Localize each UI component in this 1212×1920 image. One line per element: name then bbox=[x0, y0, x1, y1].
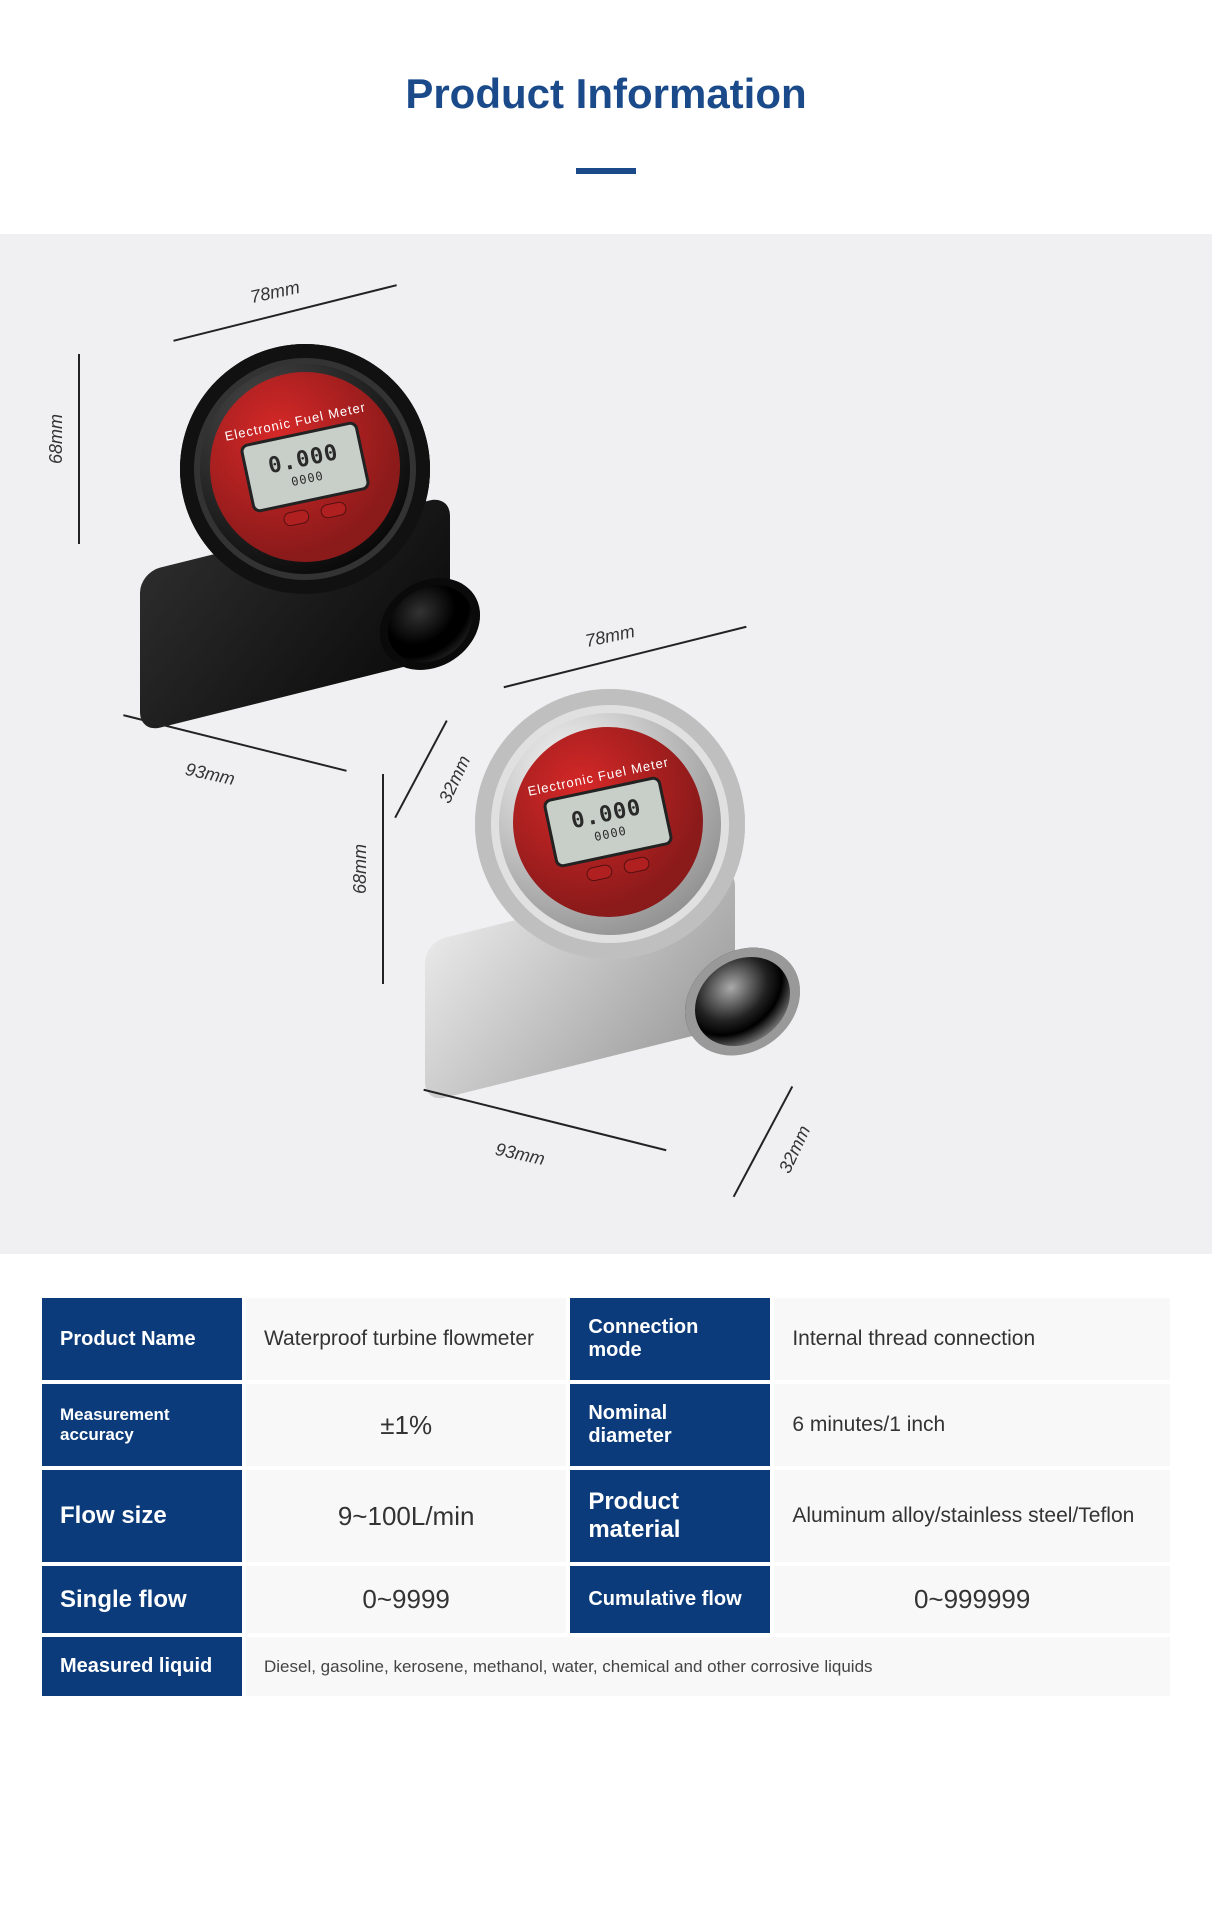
spec-value: 0~999999 bbox=[774, 1566, 1170, 1633]
page-title: Product Information bbox=[0, 0, 1212, 118]
spec-value: Aluminum alloy/stainless steel/Teflon bbox=[774, 1470, 1170, 1562]
product-diagram: Electronic Fuel Meter 0.000 0000 78mm 68… bbox=[0, 234, 1212, 1254]
spec-label: Flow size bbox=[42, 1470, 242, 1562]
dim-black-bottom: 93mm bbox=[183, 759, 236, 790]
dim-line bbox=[78, 354, 80, 544]
dim-black-top: 78mm bbox=[248, 277, 301, 308]
spec-label: Measured liquid bbox=[42, 1637, 242, 1696]
spec-value: 6 minutes/1 inch bbox=[774, 1384, 1170, 1466]
spec-section: Product NameWaterproof turbine flowmeter… bbox=[0, 1254, 1212, 1750]
dim-silver-right: 32mm bbox=[775, 1122, 815, 1176]
spec-value: 0~9999 bbox=[246, 1566, 566, 1633]
dim-silver-top: 78mm bbox=[583, 621, 636, 652]
spec-label: Measurement accuracy bbox=[42, 1384, 242, 1466]
spec-label: Nominal diameter bbox=[570, 1384, 770, 1466]
spec-label: Product Name bbox=[42, 1298, 242, 1380]
spec-label: Cumulative flow bbox=[570, 1566, 770, 1633]
meter-silver: Electronic Fuel Meter 0.000 0000 bbox=[395, 649, 855, 1109]
spec-value: 9~100L/min bbox=[246, 1470, 566, 1562]
dim-silver-left: 68mm bbox=[350, 844, 371, 894]
spec-label: Connection mode bbox=[570, 1298, 770, 1380]
spec-value: ±1% bbox=[246, 1384, 566, 1466]
dim-line bbox=[382, 774, 384, 984]
spec-label: Product material bbox=[570, 1470, 770, 1562]
spec-label: Single flow bbox=[42, 1566, 242, 1633]
dim-black-left: 68mm bbox=[46, 414, 67, 464]
spec-table: Product NameWaterproof turbine flowmeter… bbox=[38, 1294, 1174, 1700]
spec-value: Waterproof turbine flowmeter bbox=[246, 1298, 566, 1380]
dim-silver-bottom: 93mm bbox=[493, 1139, 546, 1170]
title-underline bbox=[576, 168, 636, 174]
spec-value: Internal thread connection bbox=[774, 1298, 1170, 1380]
spec-value: Diesel, gasoline, kerosene, methanol, wa… bbox=[246, 1637, 1170, 1696]
